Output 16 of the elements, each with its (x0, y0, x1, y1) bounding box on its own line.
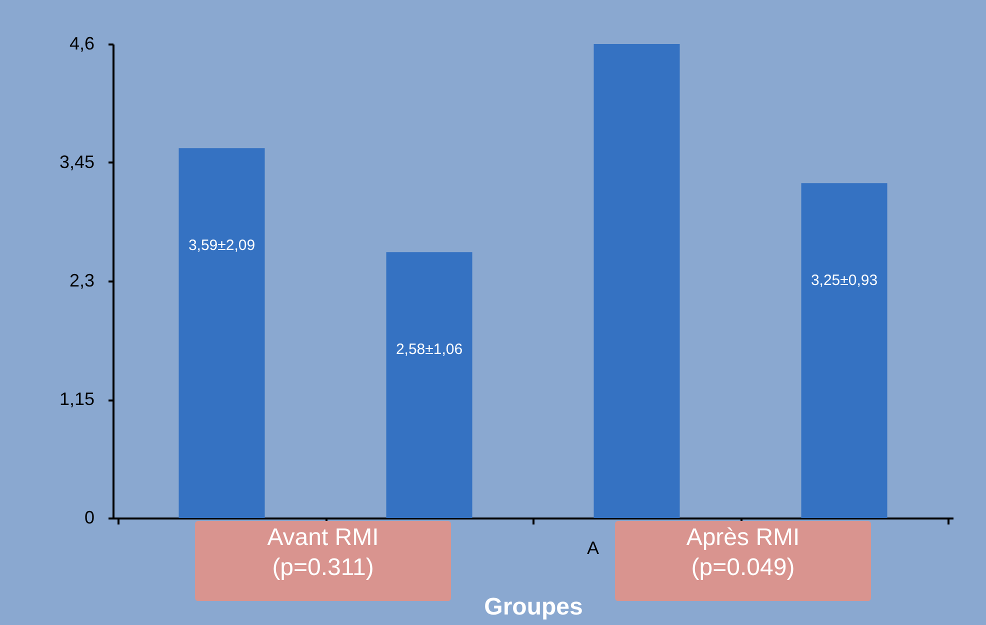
x-axis-title: Groupes (484, 594, 583, 620)
bar (178, 148, 265, 518)
bar (594, 44, 680, 518)
y-tick-label: 3,45 (59, 152, 94, 172)
text: Avant RMI (p=0.311) (267, 524, 379, 581)
y-tick-label: 0 (84, 508, 94, 528)
data-label: 2,58±1,06 (396, 341, 463, 358)
text: A (586, 538, 600, 558)
bar (801, 183, 888, 518)
bar (386, 252, 472, 518)
text: Après RMI (p=0.049) (686, 524, 800, 581)
y-tick-label: 4,6 (69, 34, 94, 54)
y-tick-label: 1,15 (59, 389, 94, 409)
data-label: 3,25±0,93 (810, 272, 878, 290)
data-label: 3,59±2,09 (188, 237, 256, 254)
y-tick-label: 2,3 (69, 270, 94, 290)
